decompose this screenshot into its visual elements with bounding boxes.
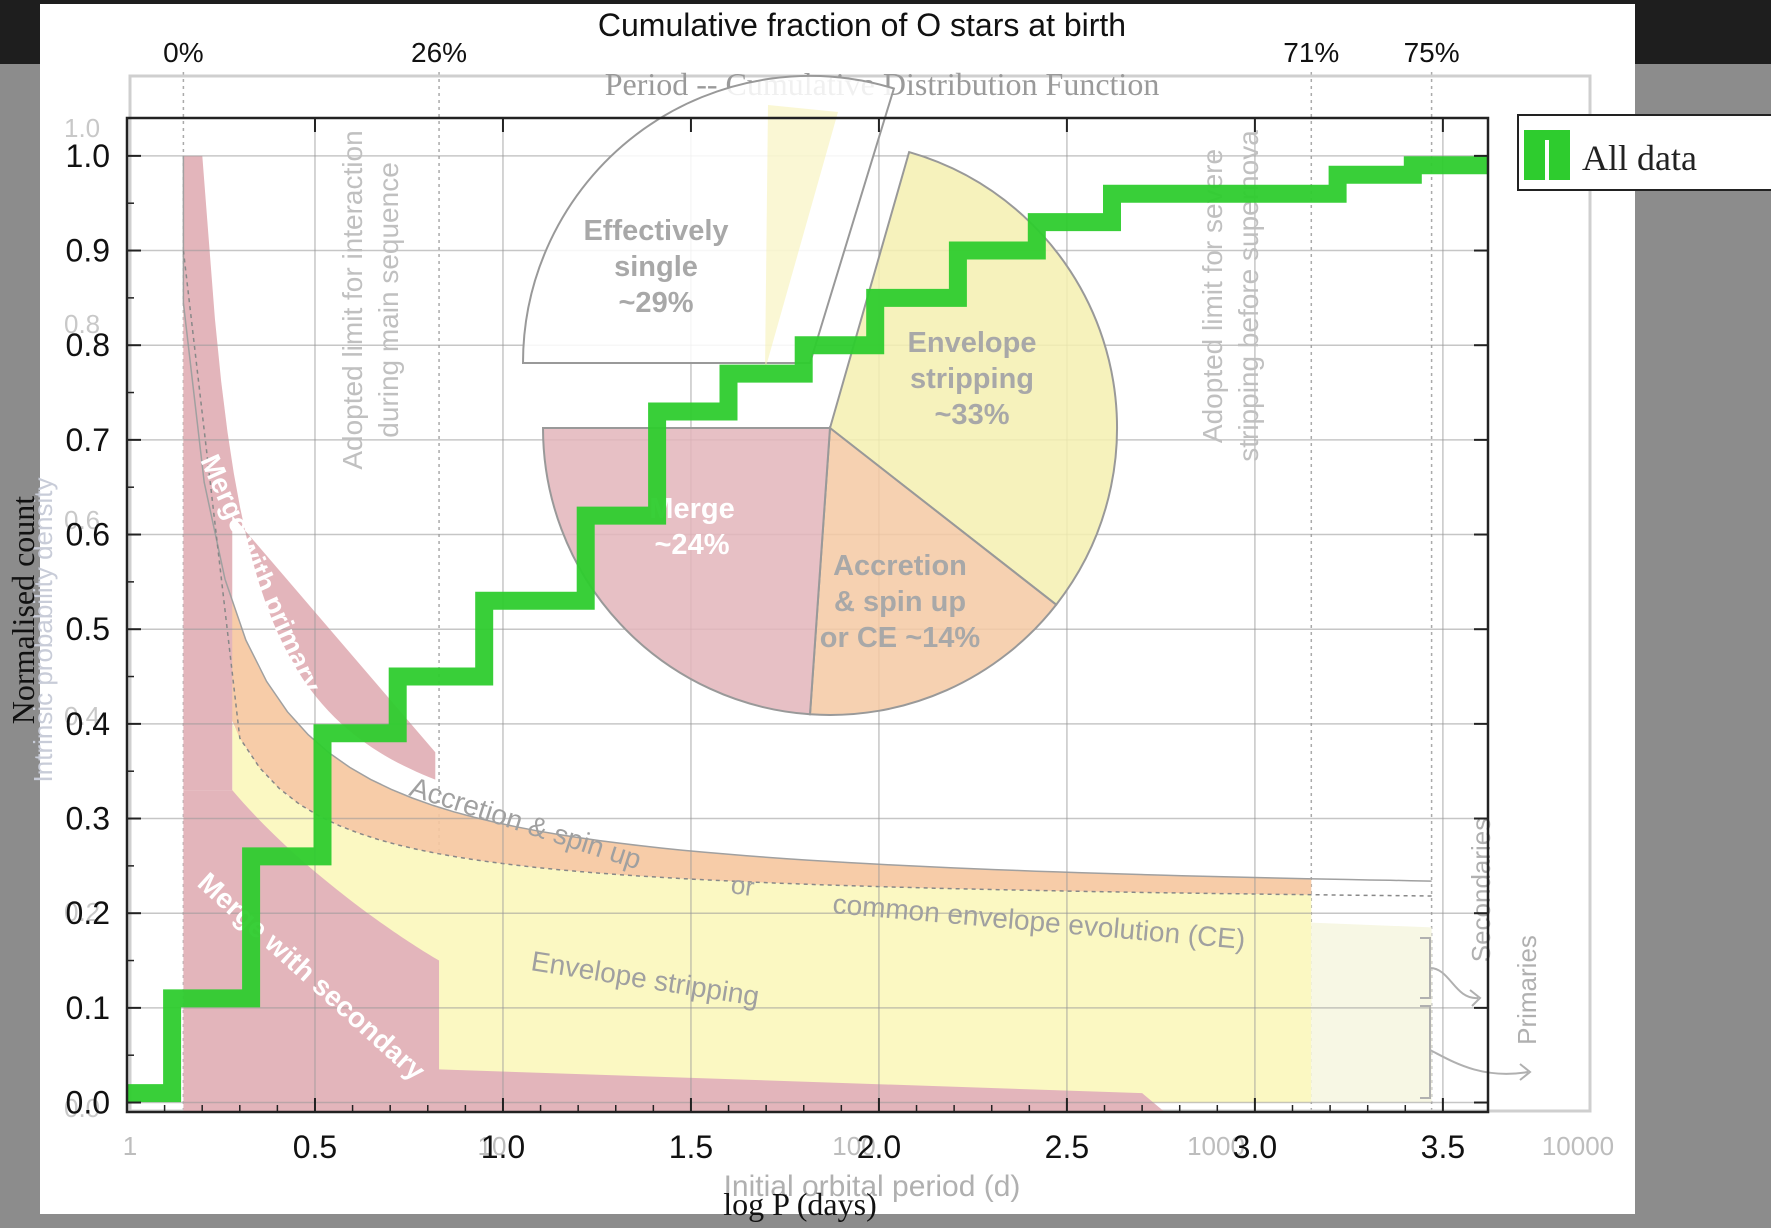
axes: 0.5 1.0 1.5 2.0 2.5 3.0 3.5 0.0 0.1 0.2 0.3 0.4 0.5 0… xyxy=(66,116,1490,1165)
legend-label-all-data: All data xyxy=(1582,138,1697,178)
secondaries-label: Secondaries xyxy=(1466,818,1496,963)
x-tick-label: 1.5 xyxy=(669,1129,713,1165)
top-axis-title: Cumulative fraction of O stars at birth xyxy=(598,7,1126,43)
top-tick-label: 75% xyxy=(1404,37,1460,68)
population-brackets xyxy=(1420,937,1532,1099)
ghost-x-tick-label: 10 xyxy=(478,1131,507,1161)
ghost-x-tick-label: 1 xyxy=(123,1131,137,1161)
pie-slice-label: Accretion xyxy=(833,550,967,582)
ghost-x-tick-label: 100 xyxy=(832,1131,875,1161)
x-tick-label: 2.0 xyxy=(857,1129,901,1165)
y-tick-label: 0.3 xyxy=(66,801,110,837)
ghost-y-tick-label: 0.0 xyxy=(64,1093,100,1123)
supernova-limit-label-2: stripping before supernova xyxy=(1233,130,1264,462)
pie-slice-label: ~29% xyxy=(619,287,694,319)
pie-slice-label: or CE ~14% xyxy=(820,622,981,654)
series-all-data xyxy=(127,156,1488,1103)
series-line-all-data xyxy=(127,156,1488,1103)
y-tick-label: 0.9 xyxy=(66,233,110,269)
plot-border xyxy=(125,116,1490,1114)
ghost-ticks: 1 10 100 1000 10000 1.0 0.8 0.6 0.4 0.2 0.0 xyxy=(64,113,1614,1161)
top-tick-label: 71% xyxy=(1283,37,1339,68)
ghost-y-tick-label: 0.2 xyxy=(64,897,100,927)
merge-primary-zone xyxy=(183,155,436,791)
interaction-limit-label-2: during main sequence xyxy=(373,162,404,438)
or-label: or xyxy=(729,869,756,902)
y-tick-label: 0.5 xyxy=(66,611,110,647)
band-outline xyxy=(182,155,1432,882)
y-tick-label: 0.6 xyxy=(66,517,110,553)
y-tick-label: 0.0 xyxy=(66,1085,110,1121)
late-stripping-zone xyxy=(1311,922,1432,1103)
merge-secondary-zone xyxy=(183,790,1165,1112)
pie-slice-label: single xyxy=(614,251,698,283)
y-tick-label: 0.8 xyxy=(66,327,110,363)
ghost-y-tick-label: 0.6 xyxy=(64,505,100,535)
y-tick-label: 0.2 xyxy=(66,895,110,931)
pie-slice-label: Envelope xyxy=(908,327,1037,359)
pie-slice-label: stripping xyxy=(910,363,1034,395)
y-tick-label: 0.7 xyxy=(66,422,110,458)
primaries-label: Primaries xyxy=(1512,935,1542,1045)
band-boundary-dashed xyxy=(182,250,1432,897)
interaction-limit-label-1: Adopted limit for interaction xyxy=(337,130,368,469)
ghost-y-tick-label: 1.0 xyxy=(64,113,100,143)
y-tick-label: 0.1 xyxy=(66,990,110,1026)
x-tick-label: 3.0 xyxy=(1233,1129,1277,1165)
pie-slice-label: ~24% xyxy=(655,529,730,561)
y-axis-label: Normalised count xyxy=(5,496,41,725)
pie-slice-envelope-stripping xyxy=(828,150,1118,607)
y-tick-label: 1.0 xyxy=(66,138,110,174)
ghost-y-tick-label: 0.8 xyxy=(64,309,100,339)
pie-slice-label: Effectively xyxy=(583,215,728,247)
x-axis-label: log P (days) xyxy=(723,1186,876,1222)
pie-slice-label: ~33% xyxy=(935,399,1010,431)
pie-chart: Effectively single ~29% Envelope stripping ~3… xyxy=(521,74,1118,716)
pie-slice-merge xyxy=(541,427,832,716)
legend: All data xyxy=(1517,114,1771,191)
x-tick-label: 0.5 xyxy=(293,1129,337,1165)
ghost-xlabel: Initial orbital period (d) xyxy=(724,1170,1021,1203)
x-tick-label: 1.0 xyxy=(481,1129,525,1165)
pie-overlap-wedge xyxy=(765,105,838,370)
pie-slice-accretion-spin-up-or-ce xyxy=(808,426,1058,716)
ghost-x-tick-label: 10000 xyxy=(1542,1131,1614,1161)
top-tick-label: 0% xyxy=(163,37,203,68)
x-tick-label: 3.5 xyxy=(1421,1129,1465,1165)
ghost-x-tick-label: 1000 xyxy=(1187,1131,1245,1161)
envelope-stripping-zone xyxy=(232,155,1312,1103)
legend-swatch-notch xyxy=(1545,140,1549,180)
y-tick-label: 0.4 xyxy=(66,706,110,742)
pie-slice-label: & spin up xyxy=(834,586,966,618)
interaction-regions xyxy=(182,155,1432,1112)
ghost-ylabel: Intrinsic probability density xyxy=(28,478,58,783)
top-tick-label: 26% xyxy=(411,37,467,68)
ghost-y-tick-label: 0.4 xyxy=(64,701,100,731)
x-tick-label: 2.5 xyxy=(1045,1129,1089,1165)
